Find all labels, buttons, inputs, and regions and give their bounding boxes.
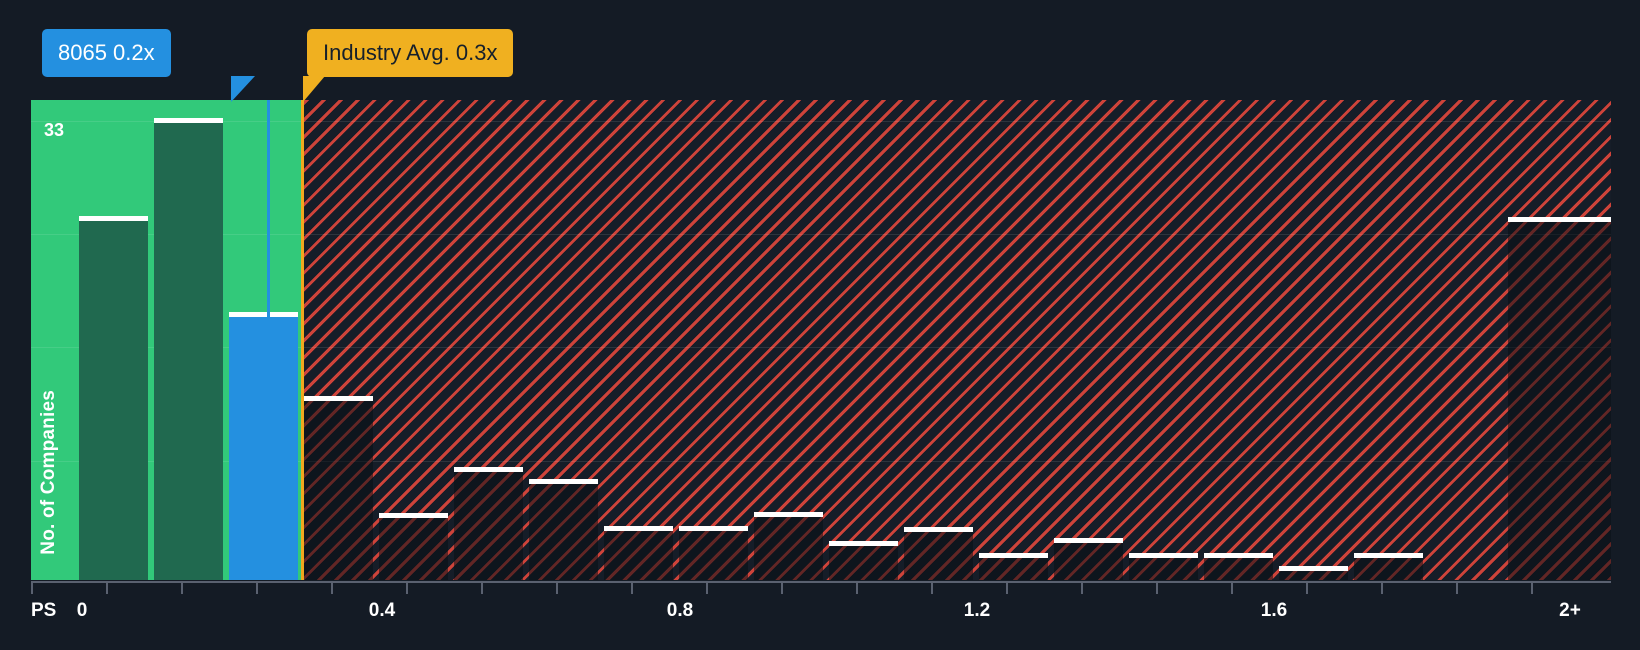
x-tick (631, 583, 633, 594)
x-tick (1456, 583, 1458, 594)
bar-cap (829, 541, 898, 546)
industry-marker-line (301, 100, 304, 580)
bar-bin-5[interactable] (379, 513, 448, 580)
x-tick (406, 583, 408, 594)
bar-cap (454, 467, 523, 472)
x-tick (481, 583, 483, 594)
x-tick (31, 583, 33, 594)
x-tick (256, 583, 258, 594)
bar-cap (1354, 553, 1423, 558)
x-tick (1306, 583, 1308, 594)
bar-cap (529, 479, 598, 484)
x-tick (1006, 583, 1008, 594)
x-tick (106, 583, 108, 594)
x-tick-label-2-plus: 2+ (1559, 600, 1581, 621)
bar-cap (1129, 553, 1198, 558)
bar-cap (79, 216, 148, 221)
bar-bin-14[interactable] (1054, 538, 1123, 580)
x-tick (1081, 583, 1083, 594)
bar-bin-8[interactable] (604, 526, 673, 580)
industry-callout-tail (303, 76, 325, 102)
x-tick (1381, 583, 1383, 594)
bar-cap (379, 513, 448, 518)
bar-bin-4[interactable] (304, 396, 373, 580)
bar-bin-10[interactable] (754, 512, 823, 580)
plot-area (31, 100, 1611, 580)
bar-bin-2[interactable] (154, 118, 223, 580)
x-tick-label-1-6: 1.6 (1260, 600, 1288, 621)
x-axis-title: PS (31, 600, 57, 621)
x-tick (856, 583, 858, 594)
industry-callout[interactable]: Industry Avg. 0.3x (307, 29, 514, 77)
bar-cap (904, 527, 973, 532)
x-axis-line (31, 581, 1611, 583)
bar-cap (1054, 538, 1123, 543)
bar-cap (154, 118, 223, 123)
x-tick-label-0: 0 (76, 600, 88, 621)
bar-cap (1204, 553, 1273, 558)
x-tick (706, 583, 708, 594)
bar-cap (1508, 217, 1611, 222)
bar-cap (754, 512, 823, 517)
x-tick (931, 583, 933, 594)
bar-bin-13[interactable] (979, 553, 1048, 580)
x-tick (1231, 583, 1233, 594)
x-tick-label-0-4: 0.4 (368, 600, 396, 621)
x-tick-label-0-8: 0.8 (666, 600, 694, 621)
bar-cap (979, 553, 1048, 558)
x-tick-label-1-2: 1.2 (963, 600, 991, 621)
bar-bin-3-company[interactable] (229, 312, 298, 580)
bar-cap (304, 396, 373, 401)
bar-bin-16[interactable] (1204, 553, 1273, 580)
x-tick (331, 583, 333, 594)
bar-bin-19-plus[interactable] (1508, 217, 1611, 580)
overvalued-hatched-zone (302, 100, 1611, 580)
bar-bin-15[interactable] (1129, 553, 1198, 580)
bar-bin-17[interactable] (1279, 566, 1348, 580)
x-tick (1156, 583, 1158, 594)
bar-cap (604, 526, 673, 531)
bar-bin-1[interactable] (79, 216, 148, 580)
company-callout[interactable]: 8065 0.2x (42, 29, 171, 77)
y-axis-title: No. of Companies (38, 390, 59, 555)
bar-cap (679, 526, 748, 531)
x-tick (181, 583, 183, 594)
bar-bin-7[interactable] (529, 479, 598, 580)
bar-bin-11[interactable] (829, 541, 898, 580)
x-tick (556, 583, 558, 594)
bar-cap (1279, 566, 1348, 571)
bar-cap (229, 312, 298, 317)
company-marker-line (267, 100, 270, 580)
x-tick (1531, 583, 1533, 594)
company-callout-tail (231, 76, 255, 102)
bar-bin-12[interactable] (904, 527, 973, 580)
bar-bin-9[interactable] (679, 526, 748, 580)
bar-bin-18[interactable] (1354, 553, 1423, 580)
y-axis-max-label: 33 (44, 120, 65, 140)
bar-bin-6[interactable] (454, 467, 523, 580)
x-tick (781, 583, 783, 594)
